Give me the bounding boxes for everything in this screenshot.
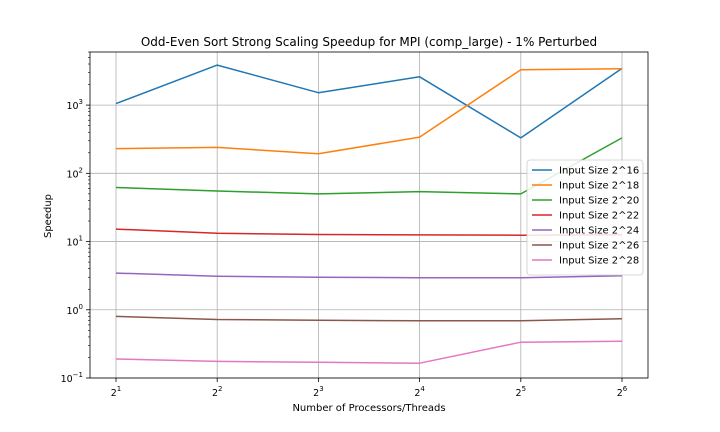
legend-label: Input Size 2^28 <box>559 256 639 267</box>
legend-label: Input Size 2^22 <box>559 211 639 222</box>
x-tick-label: 21 <box>111 385 122 399</box>
legend-label: Input Size 2^18 <box>559 181 639 192</box>
x-tick-label: 26 <box>617 385 628 399</box>
axis-ticks: 10−1 100 101 102 103 21 22 23 24 25 26 <box>61 51 628 399</box>
legend-label: Input Size 2^16 <box>559 166 639 177</box>
y-tick-label: 101 <box>66 235 83 249</box>
y-tick-label: 100 <box>66 303 83 317</box>
legend-label: Input Size 2^24 <box>559 226 639 237</box>
series-line-input-size-2-16 <box>115 64 623 139</box>
series-line-input-size-2-26 <box>115 315 623 322</box>
legend: Input Size 2^16 Input Size 2^18 Input Size… <box>526 159 644 276</box>
y-tick-label: 102 <box>66 166 83 180</box>
series-line-input-size-2-28 <box>115 340 623 364</box>
chart-title: Odd-Even Sort Strong Scaling Speedup for… <box>141 35 597 49</box>
series-line-input-size-2-24 <box>115 272 623 279</box>
x-axis-label: Number of Processors/Threads <box>292 403 445 414</box>
grid <box>90 52 648 379</box>
plot-frame <box>89 51 649 379</box>
series-line-input-size-2-18 <box>115 68 623 155</box>
legend-label: Input Size 2^26 <box>559 241 639 252</box>
x-tick-label: 23 <box>313 385 324 399</box>
x-tick-label: 25 <box>516 385 527 399</box>
legend-box <box>526 159 644 276</box>
y-tick-label: 10−1 <box>61 371 83 385</box>
y-axis-label: Speedup <box>43 194 54 238</box>
x-tick-label: 24 <box>414 385 425 399</box>
x-tick-label: 22 <box>212 385 223 399</box>
legend-label: Input Size 2^20 <box>559 196 639 207</box>
y-tick-label: 103 <box>66 98 83 112</box>
